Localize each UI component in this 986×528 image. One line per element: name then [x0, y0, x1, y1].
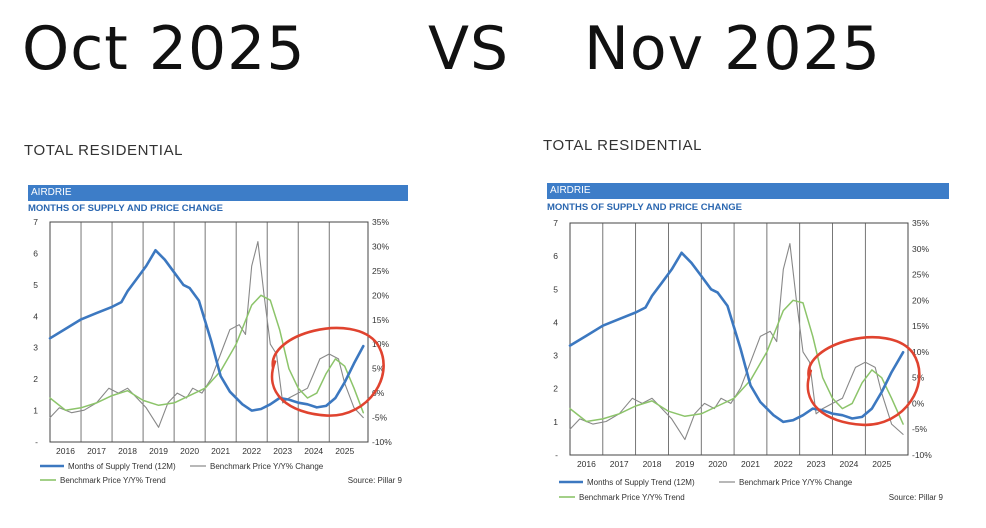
plot-frame — [569, 222, 909, 456]
right-y-tick-label: 35% — [372, 217, 389, 227]
x-tick-label: 2024 — [839, 459, 858, 469]
x-tick-label: 2023 — [807, 459, 826, 469]
x-tick-label: 2017 — [87, 446, 106, 456]
red-annotation-circle — [806, 336, 921, 427]
right-y-tick-label: -10% — [372, 437, 392, 447]
x-tick-label: 2022 — [774, 459, 793, 469]
left-y-tick-label: 4 — [553, 317, 558, 327]
source-label: Source: Pillar 9 — [348, 476, 403, 485]
left-y-tick-label: 4 — [33, 311, 38, 321]
right-y-tick-label: 25% — [372, 266, 389, 276]
right-y-tick-label: 0% — [912, 398, 925, 408]
x-tick-label: 2025 — [872, 459, 891, 469]
left-y-tick-label: 7 — [33, 217, 38, 227]
legend-supply-label: Months of Supply Trend (12M) — [587, 478, 695, 487]
x-tick-label: 2020 — [708, 459, 727, 469]
left-y-tick-label: 2 — [553, 384, 558, 394]
left-y-tick-label: 5 — [33, 280, 38, 290]
right-y-tick-label: 25% — [912, 270, 929, 280]
left-y-tick-label: 5 — [553, 284, 558, 294]
left-y-tick-label: 3 — [553, 351, 558, 361]
legend-trend-label: Benchmark Price Y/Y% Trend — [60, 476, 166, 485]
heading-vs: VS — [428, 14, 510, 84]
right-y-tick-label: 10% — [912, 347, 929, 357]
x-tick-label: 2016 — [577, 459, 596, 469]
left-y-tick-label: 1 — [553, 417, 558, 427]
chart-panel-nov: TOTAL RESIDENTIAL AIRDRIE MONTHS OF SUPP… — [543, 137, 953, 507]
benchmark-series-line — [569, 243, 904, 441]
right-y-tick-label: 5% — [372, 364, 385, 374]
right-y-tick-label: 10% — [372, 339, 389, 349]
region-bar: AIRDRIE — [28, 185, 408, 201]
x-tick-label: 2022 — [242, 446, 261, 456]
supply-series-line — [48, 249, 365, 412]
legend-benchmark-label: Benchmark Price Y/Y% Change — [210, 462, 324, 471]
x-tick-label: 2025 — [335, 446, 354, 456]
x-tick-label: 2021 — [741, 459, 760, 469]
x-tick-label: 2024 — [304, 446, 323, 456]
left-y-tick-label: - — [35, 437, 38, 447]
red-annotation-circle — [270, 326, 385, 417]
benchmark-series-line — [49, 241, 364, 428]
region-bar: AIRDRIE — [547, 183, 949, 199]
left-y-tick-label: 2 — [33, 374, 38, 384]
heading-right: Nov 2025 — [584, 14, 881, 84]
supply-series-line — [568, 251, 905, 424]
left-y-tick-label: - — [555, 450, 558, 460]
supply-price-chart-oct: 2016 2017 2018 2019 2020 2021 2022 2023 2024 2025… — [33, 217, 403, 485]
legend-supply-label: Months of Supply Trend (12M) — [68, 462, 176, 471]
x-tick-label: 2020 — [180, 446, 199, 456]
right-y-tick-label: -5% — [372, 413, 388, 423]
x-tick-label: 2019 — [675, 459, 694, 469]
trend-series-line — [49, 294, 365, 414]
right-y-tick-label: 15% — [372, 315, 389, 325]
x-tick-label: 2019 — [149, 446, 168, 456]
chart-subtitle: MONTHS OF SUPPLY AND PRICE CHANGE — [28, 203, 223, 214]
heading-left: Oct 2025 — [22, 14, 306, 84]
plot-frame — [49, 221, 369, 443]
right-y-tick-label: 20% — [372, 290, 389, 300]
chart-panel-oct: TOTAL RESIDENTIAL AIRDRIE MONTHS OF SUPP… — [24, 142, 408, 492]
left-y-tick-label: 1 — [33, 406, 38, 416]
x-tick-label: 2021 — [211, 446, 230, 456]
right-y-tick-label: 30% — [912, 244, 929, 254]
right-y-tick-label: 15% — [912, 321, 929, 331]
trend-series-line — [569, 299, 904, 425]
right-y-tick-label: 20% — [912, 295, 929, 305]
x-tick-label: 2023 — [273, 446, 292, 456]
left-y-tick-label: 3 — [33, 343, 38, 353]
right-y-tick-label: 0% — [372, 388, 385, 398]
x-tick-label: 2016 — [56, 446, 75, 456]
right-y-tick-label: 30% — [372, 241, 389, 251]
section-title: TOTAL RESIDENTIAL — [543, 137, 703, 154]
right-y-tick-label: -5% — [912, 424, 928, 434]
left-y-tick-label: 6 — [553, 251, 558, 261]
source-label: Source: Pillar 9 — [889, 493, 944, 502]
right-y-tick-label: 35% — [912, 218, 929, 228]
chart-subtitle: MONTHS OF SUPPLY AND PRICE CHANGE — [547, 202, 742, 213]
x-tick-label: 2018 — [118, 446, 137, 456]
supply-price-chart-nov: 2016 2017 2018 2019 2020 2021 2022 2023 2024 2025… — [553, 218, 944, 502]
left-y-tick-label: 6 — [33, 248, 38, 258]
right-y-tick-label: -10% — [912, 450, 932, 460]
legend-benchmark-label: Benchmark Price Y/Y% Change — [739, 478, 853, 487]
x-tick-label: 2017 — [610, 459, 629, 469]
section-title: TOTAL RESIDENTIAL — [24, 142, 184, 159]
left-y-tick-label: 7 — [553, 218, 558, 228]
legend-trend-label: Benchmark Price Y/Y% Trend — [579, 493, 685, 502]
x-tick-label: 2018 — [643, 459, 662, 469]
